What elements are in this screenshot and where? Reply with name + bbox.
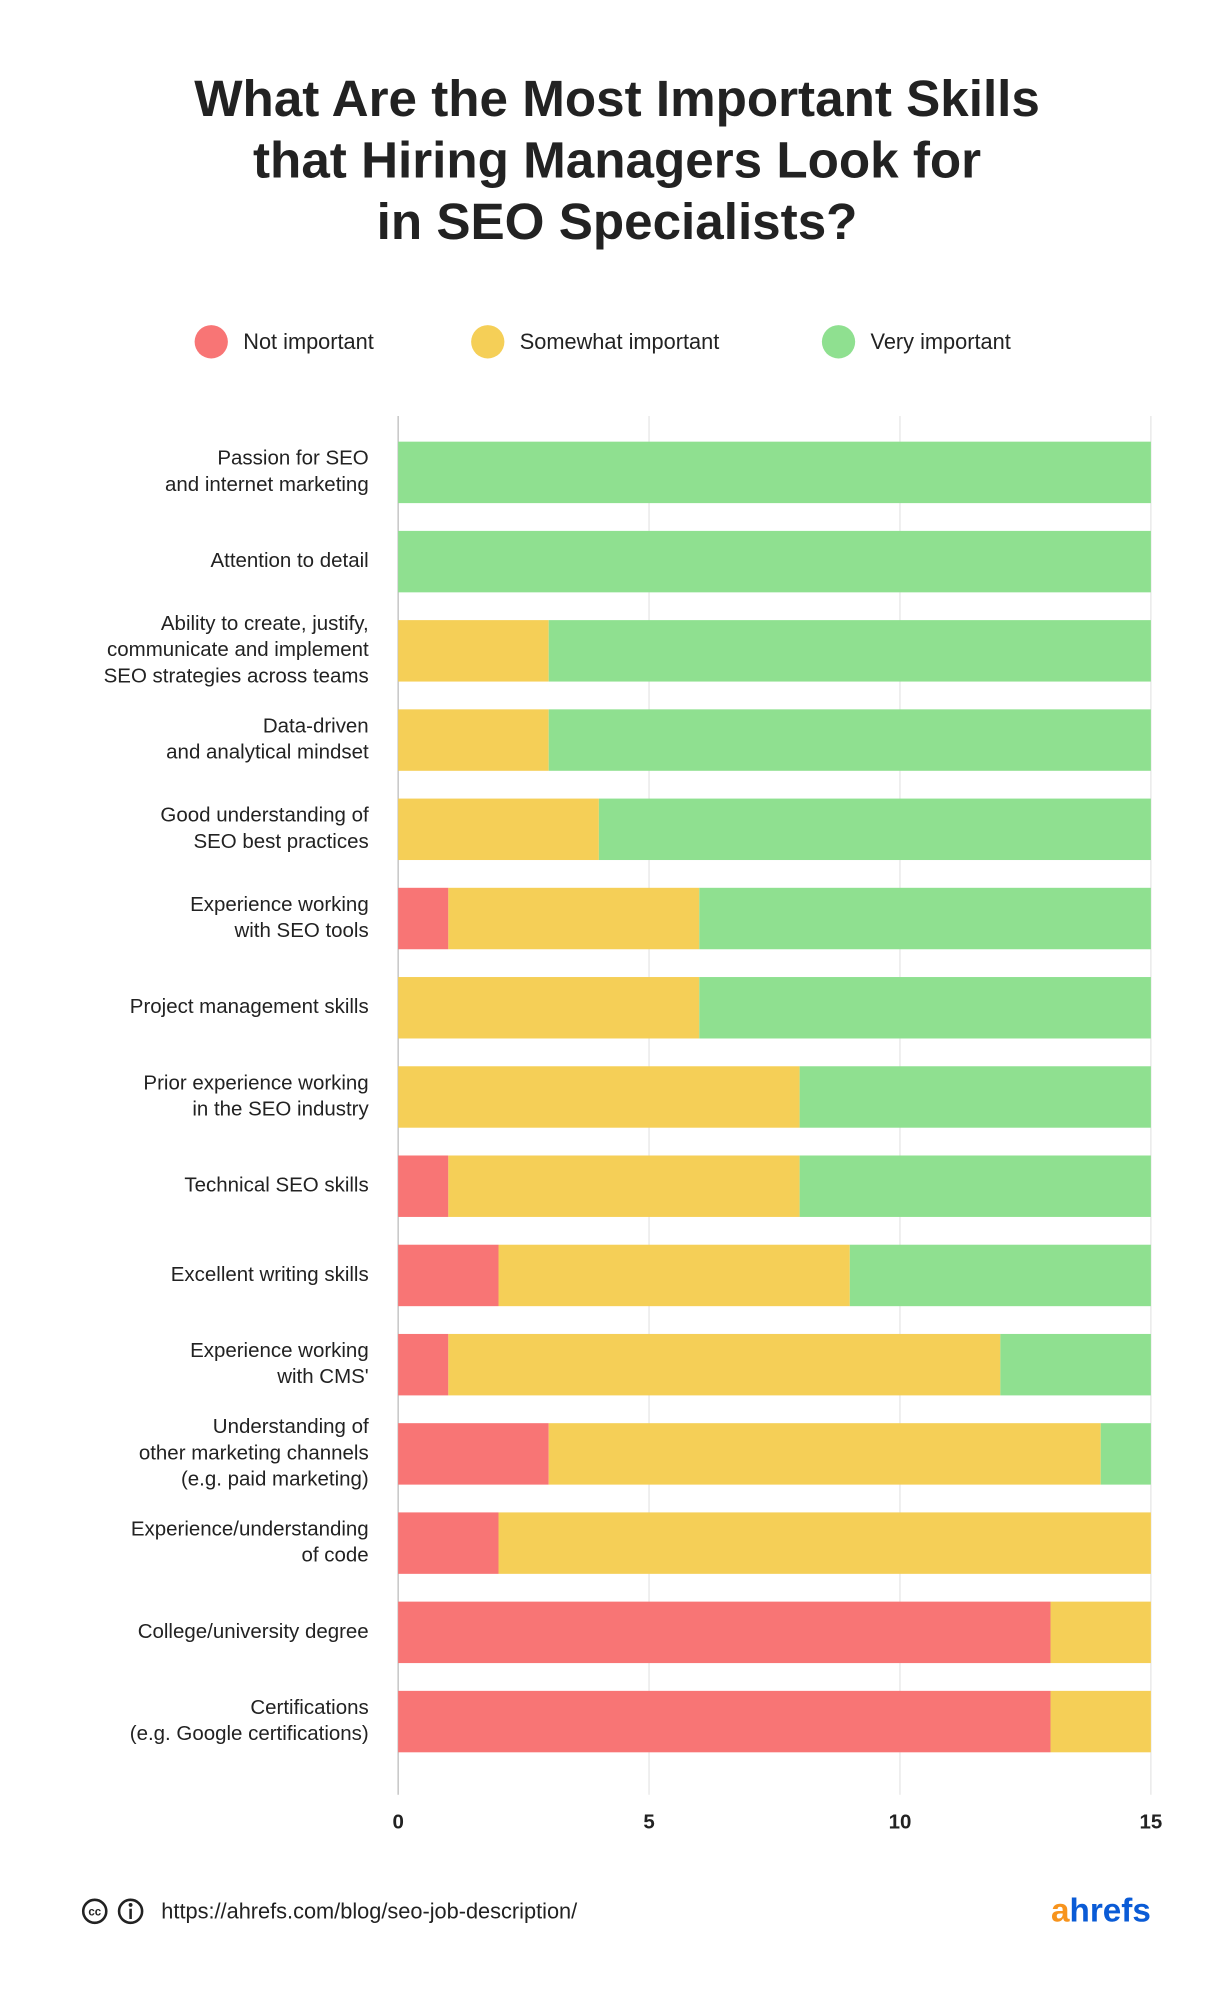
bar-segment	[498, 1244, 850, 1307]
y-tick-label: Good understanding of	[160, 804, 369, 827]
y-tick-label: Data-driven	[263, 714, 369, 737]
x-tick-label: 5	[643, 1810, 654, 1833]
bar-segment	[448, 1155, 800, 1217]
bar-segment	[1050, 1690, 1151, 1753]
legend-label: Not important	[243, 329, 374, 354]
y-tick-label: Technical SEO skills	[184, 1174, 368, 1197]
legend-marker	[821, 325, 856, 359]
bar-segment	[498, 1512, 1151, 1574]
bar-segment	[398, 620, 549, 682]
bar-segment	[398, 1066, 800, 1128]
y-tick-label: SEO best practices	[194, 830, 369, 853]
y-tick-label: other marketing channels	[139, 1441, 369, 1464]
bar-segment	[598, 798, 1151, 861]
y-tick-label: with CMS'	[276, 1365, 368, 1388]
logo-a: a	[1051, 1892, 1070, 1929]
chart-title: What Are the Most Important Skills	[194, 70, 1040, 127]
legend-label: Somewhat important	[520, 329, 719, 354]
y-tick-label: Prior experience working	[143, 1071, 368, 1094]
bar-segment	[799, 1066, 1151, 1128]
chart-title: that Hiring Managers Look for	[253, 131, 981, 188]
y-tick-label: Ability to create, justify,	[161, 612, 369, 635]
y-tick-label: in the SEO industry	[192, 1098, 369, 1121]
y-tick-label: Excellent writing skills	[171, 1263, 369, 1286]
bar-segment	[398, 977, 700, 1039]
x-tick-label: 0	[392, 1810, 403, 1833]
bar-segment	[398, 1601, 1051, 1664]
bar-segment	[398, 1512, 499, 1574]
bar-segment	[548, 620, 1151, 682]
bar-segment	[1100, 1423, 1151, 1485]
y-tick-label: with SEO tools	[233, 919, 368, 942]
y-tick-label: Experience working	[190, 1339, 369, 1362]
y-tick-label: Project management skills	[130, 995, 369, 1018]
bar-segment	[398, 1155, 449, 1217]
source-url: https://ahrefs.com/blog/seo-job-descript…	[161, 1898, 578, 1923]
bar-segment	[699, 887, 1151, 950]
y-tick-label: and internet marketing	[165, 473, 369, 496]
legend-label: Very important	[871, 329, 1011, 354]
bar-segment	[849, 1244, 1151, 1307]
logo: ahrefs	[1051, 1892, 1151, 1929]
chart-title: in SEO Specialists?	[377, 193, 858, 250]
y-tick-label: Experience/understanding	[131, 1517, 369, 1540]
bar-segment	[398, 1244, 499, 1307]
y-tick-label: Passion for SEO	[217, 447, 368, 470]
y-tick-label: Certifications	[250, 1696, 368, 1719]
bar-segment	[398, 1690, 1051, 1753]
y-tick-label: communicate and implement	[107, 638, 369, 661]
bar-segment	[448, 1333, 1001, 1396]
bar-segment	[398, 530, 1151, 593]
y-tick-label: SEO strategies across teams	[104, 664, 369, 687]
y-tick-label: of code	[302, 1544, 369, 1567]
bar-segment	[548, 1423, 1101, 1485]
bar-segment	[1000, 1333, 1151, 1396]
svg-text:cc: cc	[88, 1907, 101, 1919]
y-tick-label: (e.g. Google certifications)	[130, 1722, 369, 1745]
logo-rest: hrefs	[1070, 1892, 1151, 1929]
bar-segment	[398, 709, 549, 771]
legend-marker	[471, 325, 505, 359]
y-tick-label: Attention to detail	[211, 549, 369, 572]
y-tick-label: College/university degree	[138, 1620, 369, 1643]
bar-segment	[548, 709, 1151, 771]
bar-segment	[448, 887, 700, 950]
x-tick-label: 15	[1140, 1810, 1163, 1833]
license-icons: cc	[81, 1898, 144, 1925]
bar-segment	[1050, 1601, 1151, 1664]
legend-marker	[194, 325, 228, 359]
y-tick-label: (e.g. paid marketing)	[181, 1468, 369, 1491]
bar-segment	[398, 887, 449, 950]
bar-segment	[398, 1423, 549, 1485]
y-tick-label: and analytical mindset	[166, 741, 369, 764]
bar-segment	[398, 1333, 449, 1396]
bar-segment	[699, 977, 1151, 1039]
bar-segment	[398, 441, 1151, 504]
x-tick-label: 10	[889, 1810, 912, 1833]
bar-segment	[799, 1155, 1151, 1217]
y-tick-label: Experience working	[190, 893, 369, 916]
y-tick-label: Understanding of	[213, 1415, 369, 1438]
bar-segment	[398, 798, 599, 861]
